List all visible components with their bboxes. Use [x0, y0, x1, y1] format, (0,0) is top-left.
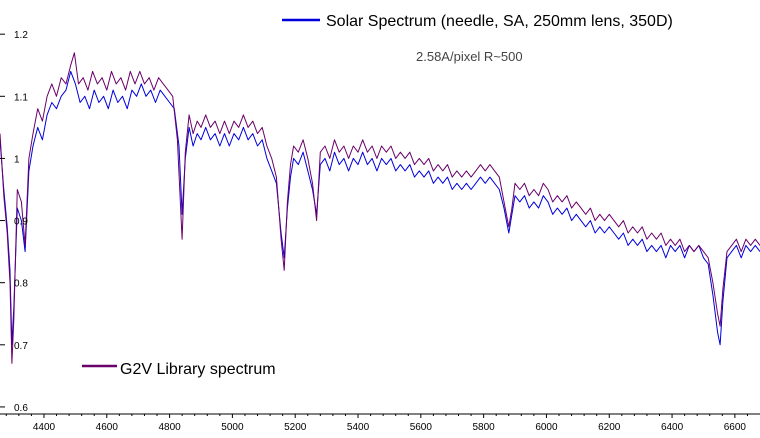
x-tick-label: 5400: [347, 422, 370, 433]
x-tick-label: 4400: [33, 422, 56, 433]
legend-solar: Solar Spectrum (needle, SA, 250mm lens, …: [282, 13, 673, 30]
x-tick-label: 5600: [410, 422, 433, 433]
series-layer: [0, 52, 760, 364]
y-tick-label: 0.8: [14, 279, 28, 290]
x-tick-label: 5800: [473, 422, 496, 433]
x-tick-label: 5000: [221, 422, 244, 433]
y-tick-label: 0.6: [14, 403, 28, 414]
x-tick-label: 6600: [724, 422, 747, 433]
y-tick-label: 0.9: [14, 217, 28, 228]
x-tick-label: 6000: [535, 422, 558, 433]
y-tick-label: 1: [14, 154, 20, 165]
x-tick-label: 4600: [96, 422, 119, 433]
legend-g2v: G2V Library spectrum: [82, 361, 276, 378]
series-line-1: [0, 52, 760, 364]
x-tick-label: 5200: [284, 422, 307, 433]
x-tick-label: 6400: [661, 422, 684, 433]
resolution-annotation: 2.58A/pixel R~500: [416, 49, 523, 64]
x-tick-label: 6200: [598, 422, 621, 433]
y-tick-label: 0.7: [14, 341, 28, 352]
axis-layer: 4400 4600 4800 5000 5200 5400 5600 5800 6000 6200…: [0, 30, 760, 433]
series-line-0: [0, 70, 760, 346]
y-tick-label: 1.2: [14, 30, 28, 41]
x-tick-label: 4800: [158, 422, 181, 433]
legend-solar-label: Solar Spectrum (needle, SA, 250mm lens, …: [326, 13, 673, 30]
legend-g2v-label: G2V Library spectrum: [120, 361, 276, 378]
y-tick-label: 1.1: [14, 92, 28, 103]
